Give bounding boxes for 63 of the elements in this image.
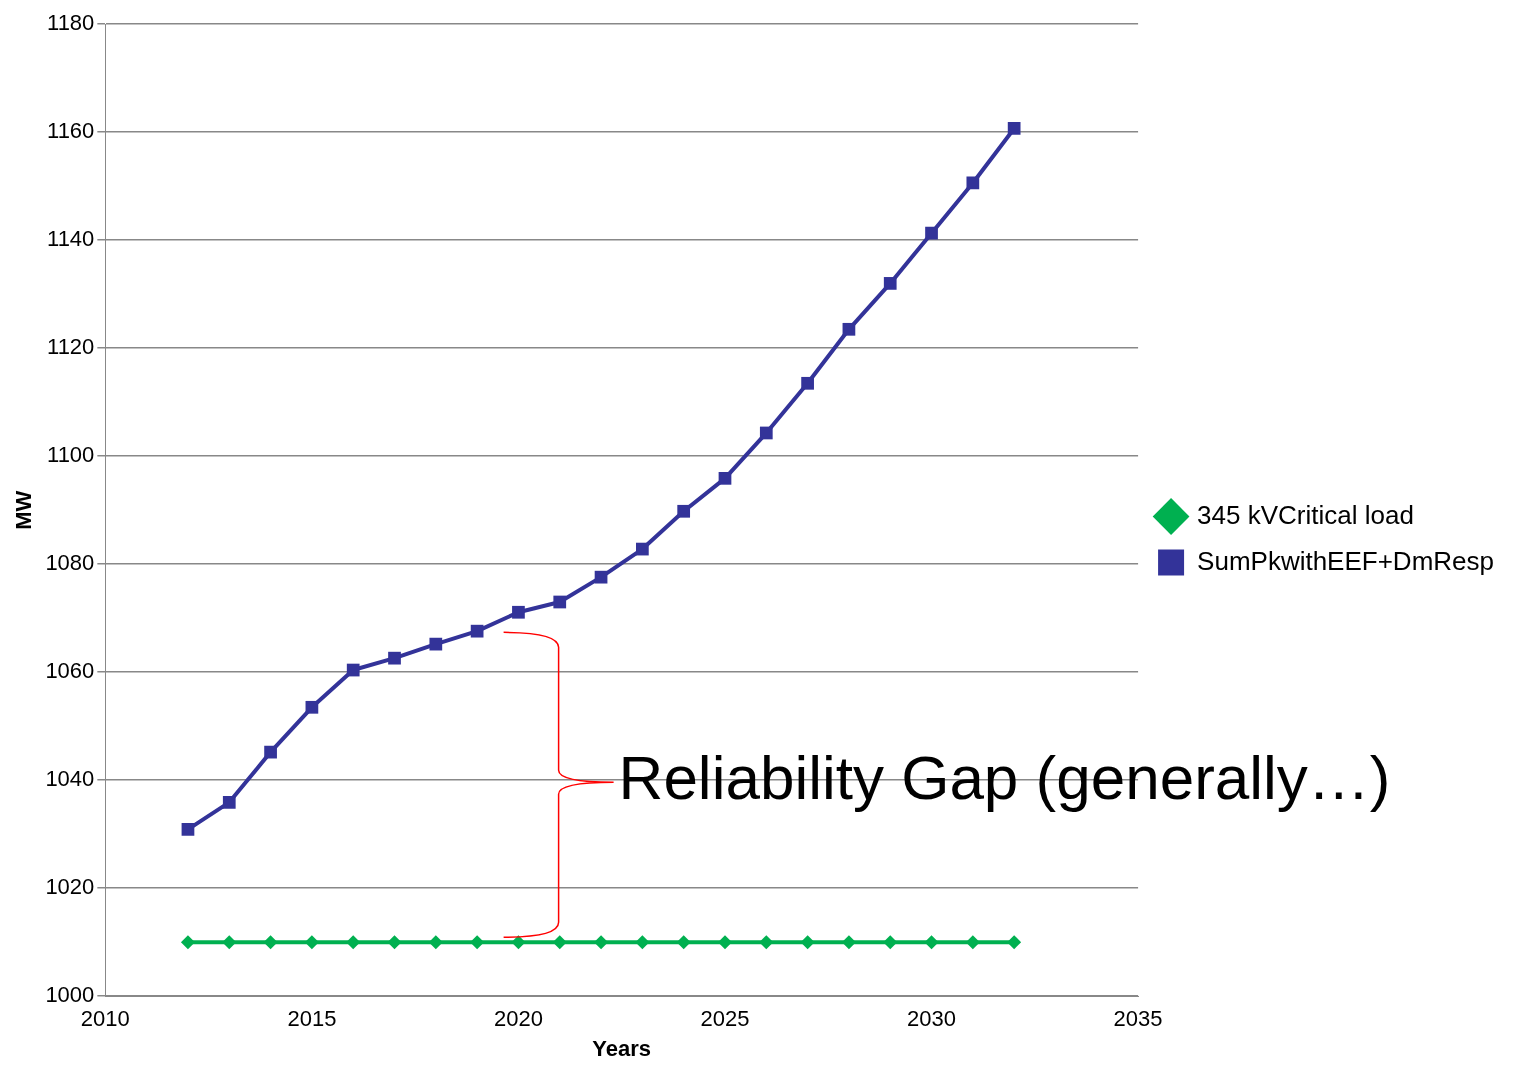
point <box>924 935 939 950</box>
point <box>759 426 773 440</box>
y-tick-label: 1160 <box>47 118 95 144</box>
y-tick-label: 1180 <box>47 10 95 36</box>
point <box>635 935 650 950</box>
point <box>717 935 732 950</box>
point <box>965 935 980 950</box>
point <box>1007 122 1021 135</box>
point <box>883 935 898 950</box>
x-tick-label: 2035 <box>1113 1006 1163 1032</box>
point <box>222 935 237 950</box>
point <box>636 542 649 556</box>
point <box>263 935 278 950</box>
point <box>346 935 361 950</box>
point <box>966 176 980 190</box>
y-axis-title: MW <box>11 490 37 530</box>
y-tick-label: 1100 <box>47 442 95 468</box>
point <box>470 624 484 638</box>
point <box>512 605 525 619</box>
point <box>346 663 360 677</box>
point <box>553 595 567 609</box>
y-tick-label: 1080 <box>45 550 95 576</box>
point <box>181 822 195 836</box>
point <box>594 935 609 950</box>
point <box>594 570 608 584</box>
x-tick-label: 2030 <box>907 1006 957 1032</box>
point <box>759 935 774 950</box>
point <box>222 795 236 809</box>
point <box>387 935 402 950</box>
y-tick-label: 1120 <box>47 334 95 360</box>
y-tick-label: 1020 <box>45 874 95 900</box>
point <box>677 504 691 518</box>
point <box>304 935 319 950</box>
legend-label: 345 kVCritical load <box>1197 499 1414 530</box>
x-tick-label: 2025 <box>700 1006 750 1032</box>
point <box>800 935 815 950</box>
point <box>801 376 814 390</box>
point <box>429 637 443 651</box>
point <box>718 471 732 485</box>
point <box>552 935 567 950</box>
point <box>883 277 897 290</box>
point <box>841 935 856 950</box>
annotation: Reliability Gap (generally…) <box>618 743 1391 813</box>
point <box>676 935 691 950</box>
x-tick-label: 2020 <box>493 1006 543 1032</box>
y-tick-label: 1060 <box>45 658 95 684</box>
point <box>842 322 856 336</box>
point <box>1007 935 1022 950</box>
legend-label: SumPkwithEEF+DmResp <box>1197 545 1494 576</box>
point <box>305 700 319 714</box>
y-tick-label: 1140 <box>47 226 95 252</box>
y-tick-label: 1000 <box>45 982 95 1008</box>
point <box>511 935 526 950</box>
x-tick-label: 2010 <box>80 1006 130 1032</box>
y-tick-label: 1040 <box>45 766 95 792</box>
x-tick-label: 2015 <box>287 1006 337 1032</box>
point <box>388 651 401 665</box>
point <box>180 935 195 950</box>
point <box>428 935 443 950</box>
point <box>264 745 277 759</box>
x-axis-title: Years <box>592 1035 652 1061</box>
point <box>925 226 938 240</box>
point <box>470 935 485 950</box>
